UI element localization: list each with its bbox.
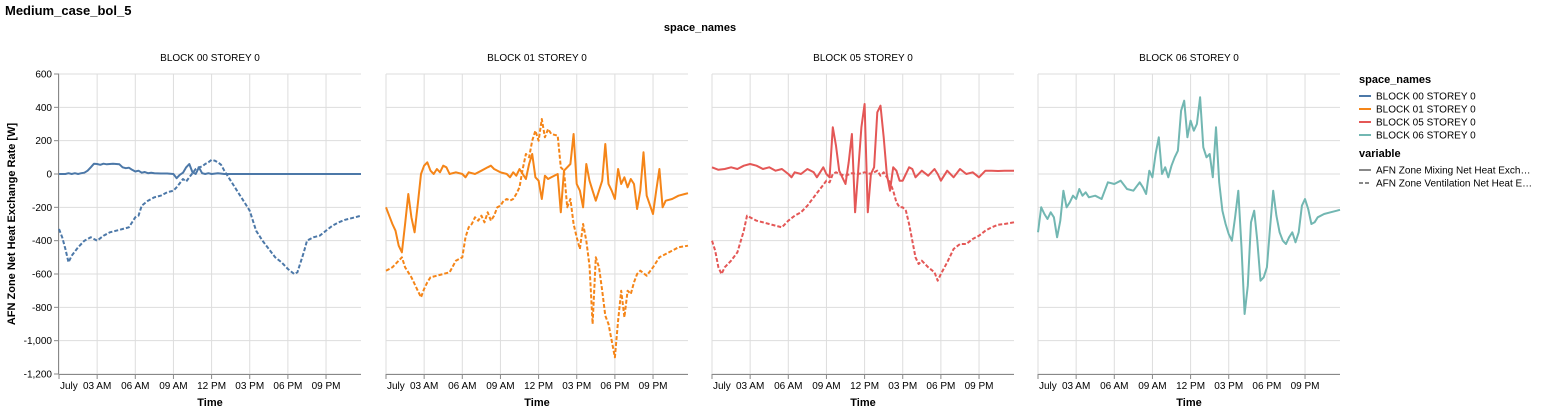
facet-4: BLOCK 06 STOREY 0 July 03 AM 06 AM 09 AM 12 P…	[1037, 53, 1341, 409]
x-tick-label: 03 PM	[888, 381, 917, 392]
series-line-ventilation	[58, 158, 362, 275]
series-line-ventilation	[385, 118, 689, 359]
x-tick-label: 06 AM	[448, 381, 476, 392]
y-tick-label: -600	[32, 270, 52, 281]
x-tick-label: July	[60, 381, 78, 392]
x-tick-label: 09 AM	[159, 381, 187, 392]
x-tick-label: 09 AM	[486, 381, 514, 392]
y-tick-label: 200	[35, 136, 52, 147]
x-tick-label: 06 AM	[1100, 381, 1128, 392]
x-tick-label: 06 AM	[774, 381, 802, 392]
legend-title-color: space_names	[1359, 74, 1431, 86]
y-tick-label: -1,000	[24, 336, 53, 347]
facet-3: BLOCK 05 STOREY 0 July 03 AM 06 AM 09 AM 12 P…	[711, 53, 1015, 409]
x-tick-label: 03 PM	[235, 381, 264, 392]
gridlines	[58, 73, 361, 375]
x-tick-label: 09 PM	[312, 381, 341, 392]
legend-entry: BLOCK 00 STOREY 0	[1376, 92, 1476, 103]
legend: space_names BLOCK 00 STOREY 0 BLOCK 01 STO…	[1359, 74, 1532, 190]
legend-entry: AFN Zone Ventilation Net Heat E…	[1376, 179, 1532, 190]
facet-2: BLOCK 01 STOREY 0 July 03 AM 06 AM 09 AM 12 P…	[385, 53, 689, 409]
x-tick-label: July	[713, 381, 731, 392]
x-tick-label: 06 PM	[926, 381, 955, 392]
x-tick-label: 03 PM	[1214, 381, 1243, 392]
gridlines	[385, 73, 688, 375]
x-tick-label: July	[1039, 381, 1057, 392]
facets: BLOCK 00 STOREY 0 July 03 AM 06 AM 09 AM 12 P…	[24, 53, 1341, 409]
x-tick-label: 12 PM	[1176, 381, 1205, 392]
x-axis-label: Time	[1176, 397, 1201, 409]
series-line-mixing	[59, 162, 361, 180]
series-line-mixing	[385, 133, 689, 254]
y-tick-label: -400	[32, 236, 52, 247]
x-tick-label: 06 AM	[121, 381, 149, 392]
series-line-mixing	[1037, 96, 1341, 315]
y-tick-label: -1,200	[24, 370, 53, 381]
x-tick-label: 03 AM	[83, 381, 111, 392]
legend-entry: BLOCK 01 STOREY 0	[1376, 105, 1476, 116]
x-tick-label: 09 PM	[1291, 381, 1320, 392]
x-tick-label: 06 PM	[1252, 381, 1281, 392]
y-tick-label: 600	[35, 70, 52, 81]
legend-title-variable: variable	[1359, 148, 1401, 160]
y-axis-label: AFN Zone Net Heat Exchange Rate [W]	[6, 123, 18, 326]
x-tick-label: 03 AM	[736, 381, 764, 392]
x-tick-label: July	[387, 381, 405, 392]
series-line-mixing	[711, 103, 1014, 214]
column-header: space_names	[664, 22, 736, 34]
legend-entry: AFN Zone Mixing Net Heat Exch…	[1376, 166, 1531, 177]
x-tick-label: 12 PM	[197, 381, 226, 392]
facet-title: BLOCK 01 STOREY 0	[487, 53, 587, 64]
facet-title: BLOCK 05 STOREY 0	[813, 53, 913, 64]
y-tick-label: 0	[46, 170, 52, 181]
facet-title: BLOCK 06 STOREY 0	[1139, 53, 1239, 64]
x-tick-label: 09 PM	[965, 381, 994, 392]
x-tick-label: 09 PM	[639, 381, 668, 392]
x-tick-label: 03 AM	[410, 381, 438, 392]
series-line-ventilation	[711, 169, 1015, 282]
chart-title: Medium_case_bol_5	[5, 3, 131, 18]
gridlines	[1037, 73, 1340, 375]
x-tick-label: 09 AM	[1138, 381, 1166, 392]
x-tick-label: 12 PM	[850, 381, 879, 392]
legend-entry: BLOCK 06 STOREY 0	[1376, 131, 1476, 142]
facet-1: BLOCK 00 STOREY 0 July 03 AM 06 AM 09 AM 12 P…	[24, 53, 362, 409]
x-tick-label: 03 PM	[562, 381, 591, 392]
x-tick-label: 03 AM	[1062, 381, 1090, 392]
legend-entry: BLOCK 05 STOREY 0	[1376, 118, 1476, 129]
x-tick-label: 06 PM	[600, 381, 629, 392]
y-tick-label: 400	[35, 103, 52, 114]
x-tick-label: 12 PM	[524, 381, 553, 392]
x-axis-label: Time	[850, 397, 875, 409]
x-axis-label: Time	[197, 397, 222, 409]
y-tick-label: -200	[32, 203, 52, 214]
x-tick-label: 09 AM	[812, 381, 840, 392]
y-tick-label: -800	[32, 303, 52, 314]
facet-title: BLOCK 00 STOREY 0	[160, 53, 260, 64]
x-tick-label: 06 PM	[273, 381, 302, 392]
x-axis-label: Time	[524, 397, 549, 409]
